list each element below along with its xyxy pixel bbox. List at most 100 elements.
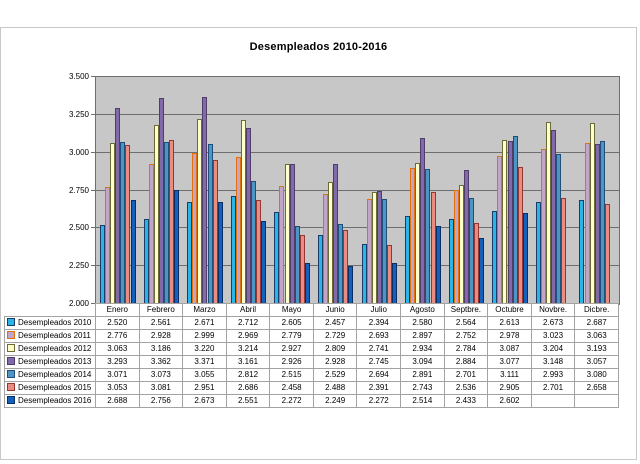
value-cell: 2.564 bbox=[443, 316, 489, 330]
value-cell: 2.897 bbox=[400, 329, 445, 343]
month-header-cell: Mayo bbox=[269, 303, 314, 317]
value-cell: 2.605 bbox=[269, 316, 314, 330]
legend-key-icon bbox=[7, 344, 15, 352]
value-cell: 3.362 bbox=[138, 355, 184, 369]
value-cell: 2.694 bbox=[356, 368, 402, 382]
value-cell: 2.433 bbox=[443, 394, 489, 408]
value-cell bbox=[530, 394, 576, 408]
bar-desempleados-2016-marzo bbox=[217, 202, 223, 304]
legend-key-icon bbox=[7, 396, 15, 404]
value-cell: 2.993 bbox=[530, 368, 576, 382]
table-row: Desempleados 2010 2.520 2.561 2.671 2.712 2.6… bbox=[4, 316, 619, 330]
value-cell: 3.080 bbox=[574, 368, 619, 382]
value-cell: 2.978 bbox=[487, 329, 532, 343]
y-tick-label: 2.750 bbox=[68, 185, 89, 195]
value-cell: 2.687 bbox=[574, 316, 619, 330]
value-cell: 2.701 bbox=[443, 368, 489, 382]
value-cell: 2.458 bbox=[269, 381, 314, 395]
value-cell: 2.741 bbox=[356, 342, 402, 356]
value-cell: 2.934 bbox=[400, 342, 445, 356]
series-label-cell: Desempleados 2014 bbox=[4, 368, 96, 382]
bar-desempleados-2016-junio bbox=[348, 266, 354, 304]
bar-desempleados-2016-mayo bbox=[304, 262, 310, 304]
series-label-cell: Desempleados 2012 bbox=[4, 342, 96, 356]
value-cell: 2.529 bbox=[312, 368, 358, 382]
value-cell: 2.928 bbox=[138, 329, 184, 343]
value-cell: 2.884 bbox=[443, 355, 489, 369]
y-tick-mark bbox=[91, 76, 95, 77]
value-cell: 3.077 bbox=[487, 355, 532, 369]
value-cell: 2.745 bbox=[356, 355, 402, 369]
value-cell: 3.148 bbox=[530, 355, 576, 369]
value-cell: 2.969 bbox=[225, 329, 271, 343]
y-tick-label: 3.250 bbox=[68, 109, 89, 119]
y-tick-mark bbox=[91, 303, 95, 304]
month-header-cell: Febrero bbox=[138, 303, 184, 317]
month-header-cell: Abril bbox=[225, 303, 271, 317]
table-row: Desempleados 2016 2.688 2.756 2.673 2.551 2.2… bbox=[4, 394, 619, 408]
legend-key-icon bbox=[7, 331, 15, 339]
value-cell: 2.488 bbox=[312, 381, 358, 395]
table-row: Desempleados 2011 2.776 2.928 2.999 2.969 2.7… bbox=[4, 329, 619, 343]
series-label-cell: Desempleados 2015 bbox=[4, 381, 96, 395]
value-cell: 2.686 bbox=[225, 381, 271, 395]
bar-desempleados-2016-febrero bbox=[174, 189, 180, 304]
value-cell: 3.057 bbox=[574, 355, 619, 369]
y-tick-mark bbox=[91, 265, 95, 267]
value-cell: 3.055 bbox=[182, 368, 227, 382]
month-header-cell: Novbre. bbox=[530, 303, 576, 317]
month-header-cell: Julio bbox=[356, 303, 402, 317]
y-tick-mark bbox=[91, 113, 95, 115]
value-cell: 2.514 bbox=[400, 394, 445, 408]
table-row: Desempleados 2014 3.071 3.073 3.055 2.812 2.5… bbox=[4, 368, 619, 382]
month-header-cell: Dicbre. bbox=[574, 303, 619, 317]
bar-desempleados-2016-abril bbox=[261, 220, 267, 304]
value-cell: 2.729 bbox=[312, 329, 358, 343]
value-cell: 2.951 bbox=[182, 381, 227, 395]
value-cell: 2.457 bbox=[312, 316, 358, 330]
table-header-row: Enero Febrero Marzo Abril Mayo Junio Julio Agos… bbox=[5, 303, 619, 317]
value-cell: 2.658 bbox=[574, 381, 619, 395]
value-cell: 2.602 bbox=[487, 394, 532, 408]
series-label-cell: Desempleados 2013 bbox=[4, 355, 96, 369]
table-row: Desempleados 2013 3.293 3.362 3.371 3.161 2.9… bbox=[4, 355, 619, 369]
chart-figure: Desempleados 2010-2016 Enero Febrero Marzo… bbox=[0, 27, 637, 460]
value-cell: 3.371 bbox=[182, 355, 227, 369]
value-cell: 3.111 bbox=[487, 368, 532, 382]
legend-key-icon bbox=[7, 357, 15, 365]
value-cell: 2.776 bbox=[95, 329, 140, 343]
value-cell: 3.053 bbox=[95, 381, 140, 395]
value-cell: 3.204 bbox=[530, 342, 576, 356]
value-cell: 2.561 bbox=[138, 316, 184, 330]
value-cell bbox=[574, 394, 619, 408]
bar-desempleados-2016-septbre bbox=[479, 238, 485, 304]
legend-key-icon bbox=[7, 370, 15, 378]
value-cell: 3.063 bbox=[95, 342, 140, 356]
value-cell: 2.551 bbox=[225, 394, 271, 408]
value-cell: 2.671 bbox=[182, 316, 227, 330]
value-cell: 2.515 bbox=[269, 368, 314, 382]
value-cell: 2.809 bbox=[312, 342, 358, 356]
y-tick-mark bbox=[91, 151, 95, 153]
y-tick-label: 3.500 bbox=[68, 72, 89, 81]
value-cell: 2.779 bbox=[269, 329, 314, 343]
bar-desempleados-2016-octubre bbox=[522, 212, 528, 304]
value-cell: 3.094 bbox=[400, 355, 445, 369]
series-label-cell: Desempleados 2011 bbox=[4, 329, 96, 343]
bar-desempleados-2016-julio bbox=[392, 262, 398, 304]
month-header-cell: Octubre bbox=[487, 303, 532, 317]
value-cell: 2.394 bbox=[356, 316, 402, 330]
chart-title: Desempleados 2010-2016 bbox=[249, 41, 388, 53]
value-cell: 2.272 bbox=[356, 394, 402, 408]
bar-desempleados-2015-novbre bbox=[561, 197, 567, 304]
month-header-cell: Junio bbox=[312, 303, 358, 317]
value-cell: 2.580 bbox=[400, 316, 445, 330]
value-cell: 2.752 bbox=[443, 329, 489, 343]
value-cell: 2.927 bbox=[269, 342, 314, 356]
value-cell: 2.812 bbox=[225, 368, 271, 382]
gridline bbox=[96, 265, 619, 267]
value-cell: 2.520 bbox=[95, 316, 140, 330]
value-cell: 2.272 bbox=[269, 394, 314, 408]
value-cell: 2.391 bbox=[356, 381, 402, 395]
gridline bbox=[96, 227, 619, 229]
